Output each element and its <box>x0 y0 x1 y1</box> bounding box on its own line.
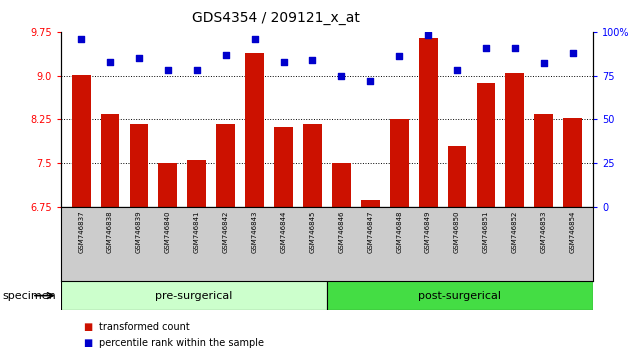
Bar <box>129 124 148 207</box>
Point <box>394 53 404 59</box>
Text: GSM746853: GSM746853 <box>541 211 547 253</box>
Text: GSM746849: GSM746849 <box>425 211 431 253</box>
Bar <box>61 281 327 310</box>
Point <box>337 73 347 79</box>
Point <box>423 33 433 38</box>
Bar <box>101 114 119 207</box>
Text: GSM746846: GSM746846 <box>338 211 344 253</box>
Point <box>249 36 260 42</box>
Text: percentile rank within the sample: percentile rank within the sample <box>99 338 264 348</box>
Bar <box>303 124 322 207</box>
Point <box>307 57 317 63</box>
Text: GSM746837: GSM746837 <box>78 211 84 253</box>
Point <box>452 68 462 73</box>
Point <box>76 36 87 42</box>
Bar <box>361 200 379 207</box>
Text: GSM746847: GSM746847 <box>367 211 373 253</box>
Text: GSM746845: GSM746845 <box>310 211 315 253</box>
Text: GSM746848: GSM746848 <box>396 211 402 253</box>
Bar <box>274 127 293 207</box>
Bar <box>476 83 495 207</box>
Text: GSM746842: GSM746842 <box>222 211 229 253</box>
Bar <box>447 146 467 207</box>
Text: GSM746850: GSM746850 <box>454 211 460 253</box>
Bar <box>563 118 582 207</box>
Text: GSM746839: GSM746839 <box>136 211 142 253</box>
Bar <box>535 114 553 207</box>
Bar <box>506 73 524 207</box>
Bar <box>187 160 206 207</box>
Text: GSM746840: GSM746840 <box>165 211 171 253</box>
Bar <box>327 281 593 310</box>
Text: GDS4354 / 209121_x_at: GDS4354 / 209121_x_at <box>192 11 360 25</box>
Text: GSM746854: GSM746854 <box>570 211 576 253</box>
Bar <box>246 53 264 207</box>
Bar <box>332 163 351 207</box>
Point <box>105 59 115 64</box>
Text: GSM746851: GSM746851 <box>483 211 489 253</box>
Point <box>134 55 144 61</box>
Text: GSM746838: GSM746838 <box>107 211 113 253</box>
Bar <box>419 38 438 207</box>
Text: GSM746844: GSM746844 <box>281 211 287 253</box>
Point <box>567 50 578 56</box>
Bar <box>390 119 408 207</box>
Text: pre-surgerical: pre-surgerical <box>155 291 233 301</box>
Text: post-surgerical: post-surgerical <box>419 291 501 301</box>
Bar <box>216 124 235 207</box>
Bar <box>158 163 178 207</box>
Point <box>365 78 376 84</box>
Text: ■: ■ <box>83 338 92 348</box>
Point <box>481 45 491 51</box>
Point <box>278 59 288 64</box>
Point <box>192 68 202 73</box>
Point <box>221 52 231 57</box>
Text: ■: ■ <box>83 322 92 332</box>
Text: GSM746843: GSM746843 <box>252 211 258 253</box>
Text: GSM746841: GSM746841 <box>194 211 200 253</box>
Text: specimen: specimen <box>2 291 56 301</box>
Bar <box>72 75 90 207</box>
Point <box>538 61 549 66</box>
Point <box>510 45 520 51</box>
Point <box>163 68 173 73</box>
Text: GSM746852: GSM746852 <box>512 211 518 253</box>
Text: transformed count: transformed count <box>99 322 190 332</box>
